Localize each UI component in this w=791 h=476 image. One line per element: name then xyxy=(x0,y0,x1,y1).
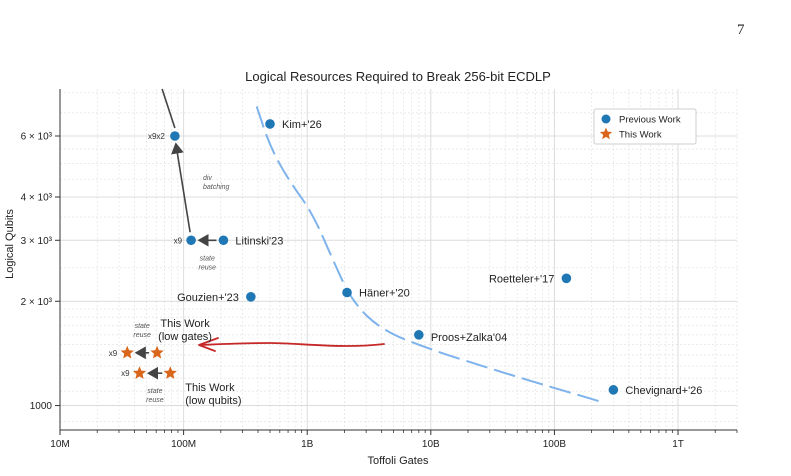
low-qubits-label: This Work xyxy=(185,382,235,394)
legend-previous-label: Previous Work xyxy=(619,115,681,126)
y-tick-label: 3 × 10³ xyxy=(21,236,53,247)
y-tick-label: 4 × 10³ xyxy=(21,192,53,203)
div-batching-arrow xyxy=(171,142,191,233)
legend-this-label: This Work xyxy=(619,130,662,141)
frontier-curve xyxy=(255,106,604,404)
x-tick-label: 1B xyxy=(301,439,314,450)
page-number: 7 xyxy=(737,22,745,38)
state-reuse-label: reuse xyxy=(133,332,151,339)
state-reuse-label: state xyxy=(147,388,162,395)
point-label: Häner+'20 xyxy=(359,288,410,300)
previous-work-point xyxy=(265,119,275,129)
point-label: Litinski'23 xyxy=(235,235,283,247)
x-tick-label: 10M xyxy=(50,439,69,450)
curve-layer xyxy=(255,106,604,404)
multiplier-label: x9 xyxy=(121,369,130,378)
off-chart-line xyxy=(161,88,176,129)
previous-work-point xyxy=(246,292,256,302)
low-gates-label: This Work xyxy=(160,318,210,330)
previous-work-point xyxy=(186,235,196,246)
point-label: Gouzien+'23 xyxy=(177,292,239,304)
y-tick-label: 2 × 10³ xyxy=(21,297,53,308)
state-reuse-label: state xyxy=(200,255,215,262)
previous-work-point xyxy=(342,287,352,298)
low-qubits-sublabel: (low qubits) xyxy=(185,395,241,407)
point-label: Chevignard+'26 xyxy=(625,385,702,397)
y-tick-label: 6 × 10³ xyxy=(21,131,53,142)
point-label: Roetteler+'17 xyxy=(489,273,554,285)
state-reuse-label: state xyxy=(135,323,150,330)
div-batching-label: batching xyxy=(203,184,230,191)
red-hand-arrowhead xyxy=(198,337,219,352)
x-tick-label: 100B xyxy=(543,439,567,450)
x-tick-label: 1T xyxy=(672,439,684,450)
this-work-point xyxy=(132,366,147,379)
legend-box xyxy=(593,108,697,145)
chart-title: Logical Resources Required to Break 256-… xyxy=(245,69,551,84)
labels: Kim+'26 Litinski'23 Gouzien+'23 Häner+'20 Pr… xyxy=(109,119,703,407)
x-axis-label: Toffoli Gates xyxy=(368,455,429,467)
axes: 10M 100M 1B 10B 100B 1T 1000 2 × 10³ 3 × 10³ 4 × … xyxy=(21,89,738,450)
points xyxy=(120,119,619,395)
x-tick-label: 10B xyxy=(422,439,440,450)
previous-work-point xyxy=(608,385,619,395)
low-gates-sublabel: (low gates) xyxy=(158,331,212,343)
multiplier-label: x9 xyxy=(174,236,183,245)
legend-this-marker xyxy=(599,127,613,140)
multiplier-label: x9 xyxy=(109,349,118,358)
x-tick-label: 100M xyxy=(171,439,196,450)
previous-work-point xyxy=(561,273,572,284)
previous-work-point xyxy=(414,330,424,340)
y-tick-label: 1000 xyxy=(30,401,53,412)
multiplier-label: x9x2 xyxy=(148,132,165,141)
this-work-point xyxy=(150,345,164,359)
state-reuse-label: reuse xyxy=(146,397,164,404)
this-work-point xyxy=(120,345,134,359)
arrows xyxy=(134,88,385,380)
previous-work-point xyxy=(170,131,180,141)
point-label: Proos+Zalka'04 xyxy=(431,332,507,344)
red-hand-arrow xyxy=(199,342,385,347)
state-reuse-label: reuse xyxy=(199,264,217,271)
point-label: Kim+'26 xyxy=(282,119,322,131)
legend-previous-marker xyxy=(601,114,611,124)
y-axis-label: Logical Qubits xyxy=(4,209,16,279)
legend: Previous Work This Work xyxy=(593,108,697,145)
previous-work-point xyxy=(218,235,229,246)
this-work-point xyxy=(163,366,177,379)
div-batching-label: div xyxy=(203,175,212,182)
